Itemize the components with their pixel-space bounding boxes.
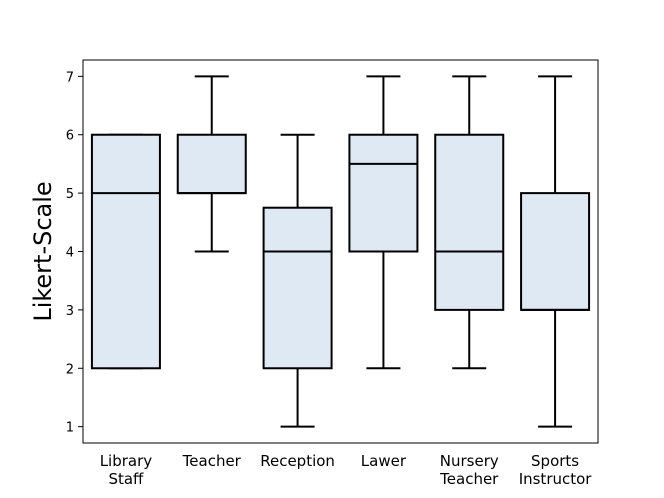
box-group bbox=[434, 75, 505, 370]
x-tick-label: Nursery Teacher bbox=[439, 452, 499, 488]
iqr-box bbox=[348, 133, 419, 253]
box-group bbox=[520, 75, 591, 428]
y-tick-label: 2 bbox=[66, 362, 74, 377]
box-group bbox=[90, 133, 161, 370]
iqr-box bbox=[520, 192, 591, 311]
y-tick-label: 5 bbox=[66, 187, 74, 202]
box-group bbox=[262, 133, 333, 428]
box-group bbox=[176, 75, 247, 253]
boxes bbox=[90, 75, 591, 428]
x-tick-label: Library Staff bbox=[100, 452, 153, 488]
x-axis: Library Staff Teacher Reception Lawer Nursery… bbox=[100, 452, 593, 488]
y-tick-label: 4 bbox=[66, 246, 74, 261]
y-axis: 1 2 3 4 5 6 7 bbox=[66, 70, 83, 436]
box-group bbox=[348, 75, 419, 370]
x-tick-label: Lawer bbox=[361, 452, 407, 470]
iqr-box bbox=[176, 133, 247, 195]
y-tick-label: 6 bbox=[66, 129, 74, 144]
x-tick-label: Sports Instructor bbox=[519, 452, 593, 488]
x-tick-label: Reception bbox=[260, 452, 335, 470]
iqr-box bbox=[90, 133, 161, 370]
x-tick-label: Teacher bbox=[182, 452, 242, 470]
iqr-box bbox=[434, 133, 505, 311]
plot-frame bbox=[82, 59, 599, 444]
y-tick-label: 7 bbox=[66, 70, 74, 85]
y-tick-label: 3 bbox=[66, 304, 74, 319]
y-axis-label: Likert-Scale bbox=[29, 181, 57, 321]
iqr-box bbox=[262, 206, 333, 370]
y-tick-label: 1 bbox=[66, 421, 74, 436]
